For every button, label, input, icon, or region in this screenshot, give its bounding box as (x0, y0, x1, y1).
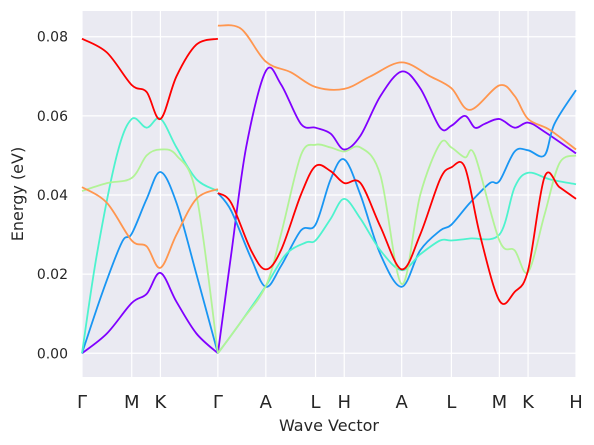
y-tick-label: 0.06 (37, 109, 68, 125)
x-tick-label: H (569, 392, 583, 413)
x-tick-label: A (396, 392, 409, 413)
y-tick-labels: 0.00 0.02 0.04 0.06 0.08 (37, 30, 68, 363)
band-line-2-segment-2 (217, 89, 577, 288)
x-axis-label: Wave Vector (279, 416, 379, 435)
x-tick-label: M (124, 392, 140, 413)
band-line-3-segment-2 (217, 171, 577, 354)
band-line-5-segment-1 (81, 186, 219, 269)
y-tick-label: 0.04 (37, 188, 68, 204)
x-tick-label: K (155, 392, 168, 413)
y-tick-label: 0.02 (37, 267, 68, 283)
y-tick-label: 0.00 (37, 346, 68, 362)
x-tick-label: L (311, 392, 321, 413)
band-line-1-segment-1 (81, 272, 219, 355)
x-tick-label: Γ (77, 392, 87, 413)
band-line-5-segment-2 (217, 24, 577, 151)
grid-lines (81, 11, 577, 377)
x-tick-label: K (522, 392, 535, 413)
x-tick-label: M (492, 392, 508, 413)
band-line-2-segment-1 (81, 171, 219, 354)
band-line-6-segment-2 (217, 160, 577, 305)
band-line-1-segment-2 (217, 66, 577, 354)
plot-background (82, 11, 576, 377)
x-tick-label: Γ (213, 392, 223, 413)
x-tick-label: L (446, 392, 456, 413)
series-group (81, 24, 577, 355)
x-tick-label: A (260, 392, 273, 413)
y-tick-label: 0.08 (37, 30, 68, 46)
y-axis-label: Energy (eV) (8, 147, 27, 241)
band-line-6-segment-1 (81, 37, 219, 120)
band-line-4-segment-1 (81, 148, 219, 354)
x-tick-label: H (337, 392, 351, 413)
